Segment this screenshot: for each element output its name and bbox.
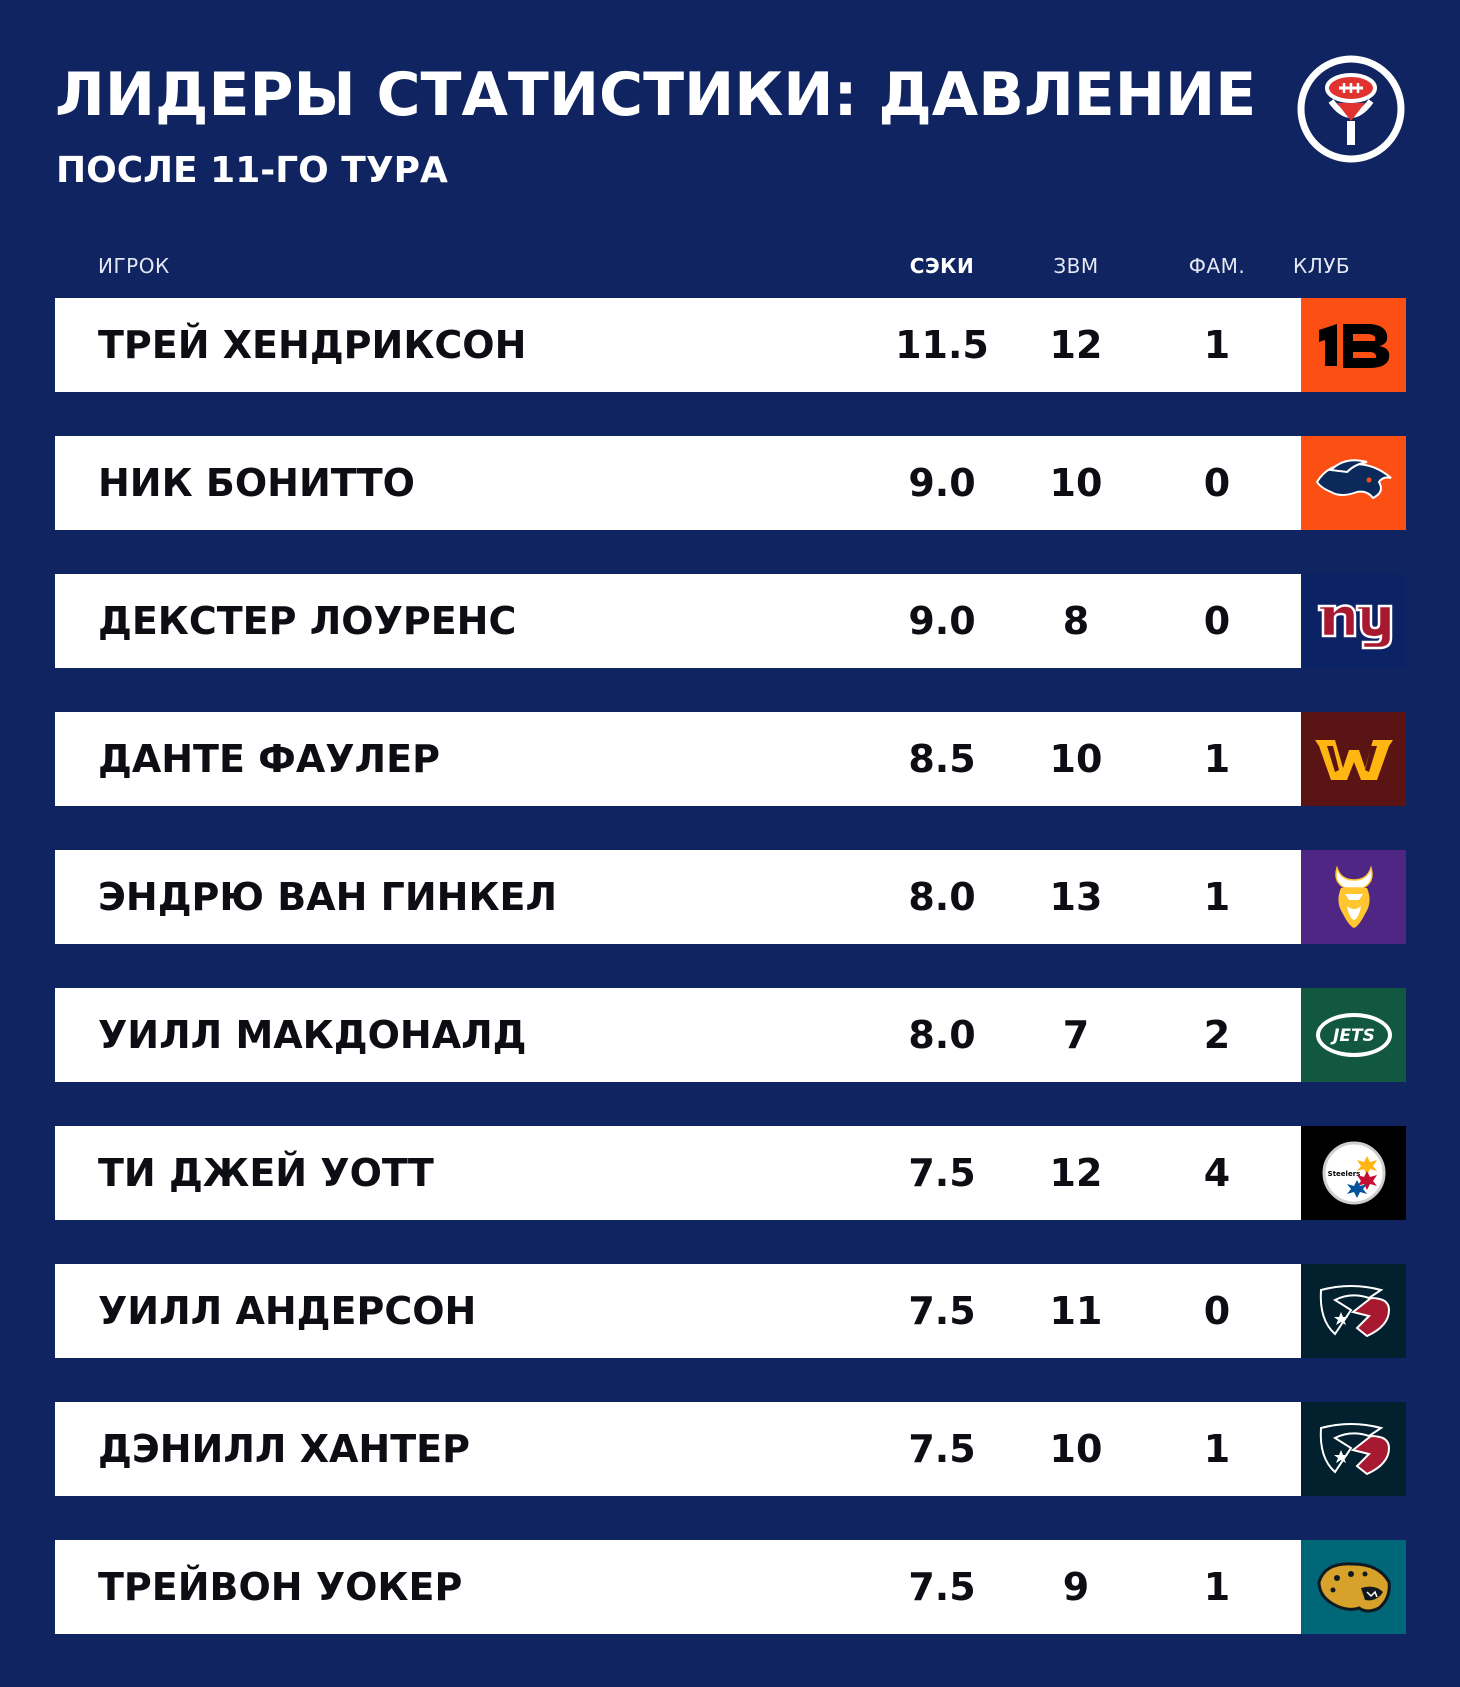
sacks-value: 7.5 <box>908 1151 976 1195</box>
club-cell <box>1301 712 1406 806</box>
sacks-value: 9.0 <box>908 461 976 505</box>
steelers-logo-text: Steelers <box>1327 1170 1360 1178</box>
fumbles-value: 1 <box>1203 1565 1231 1609</box>
texans-logo-icon <box>1319 1285 1390 1338</box>
leaders-table: ТРЕЙ ХЕНДРИКСОН 11.5 12 1 НИК БОНИТТО 9.… <box>55 298 1406 1678</box>
table-row: УИЛЛ АНДЕРСОН 7.5 11 0 <box>55 1264 1406 1358</box>
fumbles-value: 0 <box>1203 599 1231 643</box>
club-cell <box>1301 298 1406 392</box>
page-subtitle: ПОСЛЕ 11-ГО ТУРА <box>56 150 448 191</box>
table-row: УИЛЛ МАКДОНАЛД 8.0 7 2 JETS <box>55 988 1406 1082</box>
club-cell <box>1301 1540 1406 1634</box>
table-row: ЭНДРЮ ВАН ГИНКЕЛ 8.0 13 1 <box>55 850 1406 944</box>
fumbles-value: 1 <box>1203 737 1231 781</box>
sacks-value: 8.5 <box>908 737 976 781</box>
fumbles-value: 1 <box>1203 875 1231 919</box>
column-header-qb-hits: ЗВМ <box>1053 254 1099 278</box>
fumbles-value: 2 <box>1203 1013 1231 1057</box>
qb-hits-value: 11 <box>1049 1289 1103 1333</box>
sacks-value: 7.5 <box>908 1565 976 1609</box>
column-header-sacks: СЭКИ <box>909 254 975 278</box>
jets-logo-icon: JETS <box>1315 1013 1392 1057</box>
club-cell: JETS <box>1301 988 1406 1082</box>
giants-logo-icon <box>1317 604 1392 650</box>
player-name: ТИ ДЖЕЙ УОТТ <box>98 1151 434 1195</box>
commanders-logo-icon <box>1314 740 1393 780</box>
jaguars-logo-icon <box>1316 1562 1391 1613</box>
player-name: УИЛЛ МАКДОНАЛД <box>98 1013 527 1057</box>
jets-logo-text: JETS <box>1330 1026 1375 1046</box>
player-name: УИЛЛ АНДЕРСОН <box>98 1289 477 1333</box>
table-row: ДАНТЕ ФАУЛЕР 8.5 10 1 <box>55 712 1406 806</box>
table-row: ТРЕЙВОН УОКЕР 7.5 9 1 <box>55 1540 1406 1634</box>
club-cell <box>1301 574 1406 668</box>
fumbles-value: 0 <box>1203 461 1231 505</box>
club-cell <box>1301 436 1406 530</box>
qb-hits-value: 12 <box>1049 1151 1103 1195</box>
player-name: НИК БОНИТТО <box>98 461 415 505</box>
club-cell: Steelers <box>1301 1126 1406 1220</box>
qb-hits-value: 10 <box>1049 737 1103 781</box>
sacks-value: 11.5 <box>895 323 989 367</box>
qb-hits-value: 8 <box>1062 599 1090 643</box>
club-cell <box>1301 850 1406 944</box>
broncos-logo-icon <box>1315 459 1392 500</box>
fumbles-value: 0 <box>1203 1289 1231 1333</box>
club-cell <box>1301 1264 1406 1358</box>
table-row: ТРЕЙ ХЕНДРИКСОН 11.5 12 1 <box>55 298 1406 392</box>
column-header-club: КЛУБ <box>1293 254 1351 278</box>
page-title: ЛИДЕРЫ СТАТИСТИКИ: ДАВЛЕНИЕ <box>55 60 1257 130</box>
texans-logo-icon <box>1319 1423 1390 1476</box>
qb-hits-value: 12 <box>1049 323 1103 367</box>
qb-hits-value: 10 <box>1049 1427 1103 1471</box>
player-name: ДЕКСТЕР ЛОУРЕНС <box>98 599 517 643</box>
sacks-value: 7.5 <box>908 1427 976 1471</box>
qb-hits-value: 10 <box>1049 461 1103 505</box>
table-row: ДЭНИЛЛ ХАНТЕР 7.5 10 1 <box>55 1402 1406 1496</box>
fumbles-value: 1 <box>1203 1427 1231 1471</box>
club-cell <box>1301 1402 1406 1496</box>
table-row: НИК БОНИТТО 9.0 10 0 <box>55 436 1406 530</box>
player-name: ДЭНИЛЛ ХАНТЕР <box>98 1427 470 1471</box>
player-name: ТРЕЙВОН УОКЕР <box>98 1565 463 1609</box>
qb-hits-value: 13 <box>1049 875 1103 919</box>
sacks-value: 9.0 <box>908 599 976 643</box>
player-name: ЭНДРЮ ВАН ГИНКЕЛ <box>98 875 558 919</box>
column-header-fumbles: ФАМ. <box>1188 254 1246 278</box>
bengals-logo-icon <box>1318 324 1389 368</box>
qb-hits-value: 7 <box>1062 1013 1090 1057</box>
column-header-player: ИГРОК <box>98 254 170 278</box>
table-row: ДЕКСТЕР ЛОУРЕНС 9.0 8 0 <box>55 574 1406 668</box>
sacks-value: 8.0 <box>908 1013 976 1057</box>
sacks-value: 8.0 <box>908 875 976 919</box>
sacks-value: 7.5 <box>908 1289 976 1333</box>
fumbles-value: 1 <box>1203 323 1231 367</box>
fumbles-value: 4 <box>1203 1151 1231 1195</box>
player-name: ТРЕЙ ХЕНДРИКСОН <box>98 323 527 367</box>
steelers-logo-icon: Steelers <box>1322 1141 1385 1205</box>
football-microphone-logo-icon <box>1297 55 1405 163</box>
qb-hits-value: 9 <box>1062 1565 1090 1609</box>
vikings-logo-icon <box>1334 865 1373 928</box>
player-name: ДАНТЕ ФАУЛЕР <box>98 737 440 781</box>
table-row: ТИ ДЖЕЙ УОТТ 7.5 12 4 Steelers <box>55 1126 1406 1220</box>
